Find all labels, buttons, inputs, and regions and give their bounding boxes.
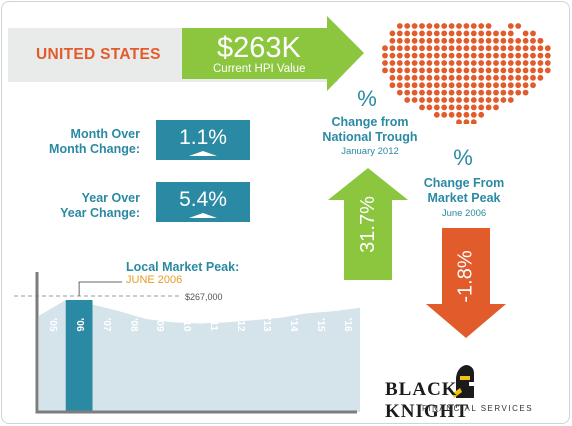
market-peak-title: Local Market Peak: [126, 260, 240, 274]
year-label: '08 [127, 318, 139, 332]
logo-subtitle: FINANCIAL SERVICES [422, 404, 534, 413]
logo-name-text: BLACKKNIGHT [385, 379, 470, 422]
market-peak-date: JUNE 2006 [126, 274, 183, 286]
chart-axis [35, 272, 357, 414]
mom-label-line1: Month Over [70, 127, 140, 141]
peak-date: June 2006 [441, 208, 487, 219]
year-label: '15 [314, 318, 326, 332]
peak-title: Change From Market Peak [404, 176, 524, 206]
down-arrow-icon [426, 228, 506, 338]
year-label: '10 [181, 318, 193, 332]
up-triangle-icon [189, 213, 217, 218]
trough-value: 31.7% [356, 195, 379, 253]
logo-name: BLACKKNIGHT [385, 379, 569, 423]
trough-title-line2: National Trough [322, 130, 418, 144]
peak-value-wrap: -1.8% [426, 228, 506, 324]
mom-value: 1.1% [179, 126, 227, 149]
year-label: '06 [74, 318, 86, 332]
year-label: '12 [234, 318, 246, 332]
yoy-label: Year Over Year Change: [40, 191, 140, 221]
up-arrow-icon [328, 168, 408, 280]
year-label: '09 [154, 318, 166, 332]
up-triangle-icon [189, 151, 217, 156]
region-title: UNITED STATES [36, 46, 161, 63]
yoy-label-line2: Year Change: [60, 206, 140, 220]
year-label: '05 [47, 318, 59, 332]
market-area [39, 300, 360, 412]
mom-label: Month Over Month Change: [40, 127, 140, 157]
yoy-value-box: 5.4% [156, 182, 250, 222]
yoy-label-line1: Year Over [81, 191, 140, 205]
year-label: '13 [261, 318, 273, 332]
peak-title-line2: Market Peak [427, 191, 501, 205]
peak-year-highlight [65, 300, 93, 412]
year-label: '14 [288, 318, 300, 332]
hpi-arrow [182, 16, 364, 91]
trough-title-line1: Change from [331, 115, 409, 129]
yoy-value: 5.4% [179, 188, 227, 211]
trough-value-wrap: 31.7% [328, 168, 408, 280]
peak-title-line1: Change From [423, 176, 505, 190]
mom-label-line2: Month Change: [49, 142, 140, 156]
market-peak-value: $267,000 [185, 292, 223, 302]
market-area-chart [14, 272, 360, 414]
hpi-label: Current HPI Value [213, 63, 306, 75]
hpi-value: $263K [217, 32, 301, 64]
trough-percent-icon: % [357, 86, 377, 111]
usa-map-icon [382, 23, 551, 124]
peak-callout-line [78, 281, 122, 296]
peak-value: -1.8% [454, 249, 477, 303]
peak-percent-icon: % [453, 145, 473, 170]
year-label: '11 [207, 318, 219, 331]
trough-title: Change from National Trough [310, 115, 430, 145]
knight-logo-icon [452, 365, 474, 398]
trough-date: January 2012 [341, 146, 399, 157]
year-label: '07 [100, 318, 112, 332]
year-label: '16 [341, 318, 353, 332]
mom-value-box: 1.1% [156, 120, 250, 160]
